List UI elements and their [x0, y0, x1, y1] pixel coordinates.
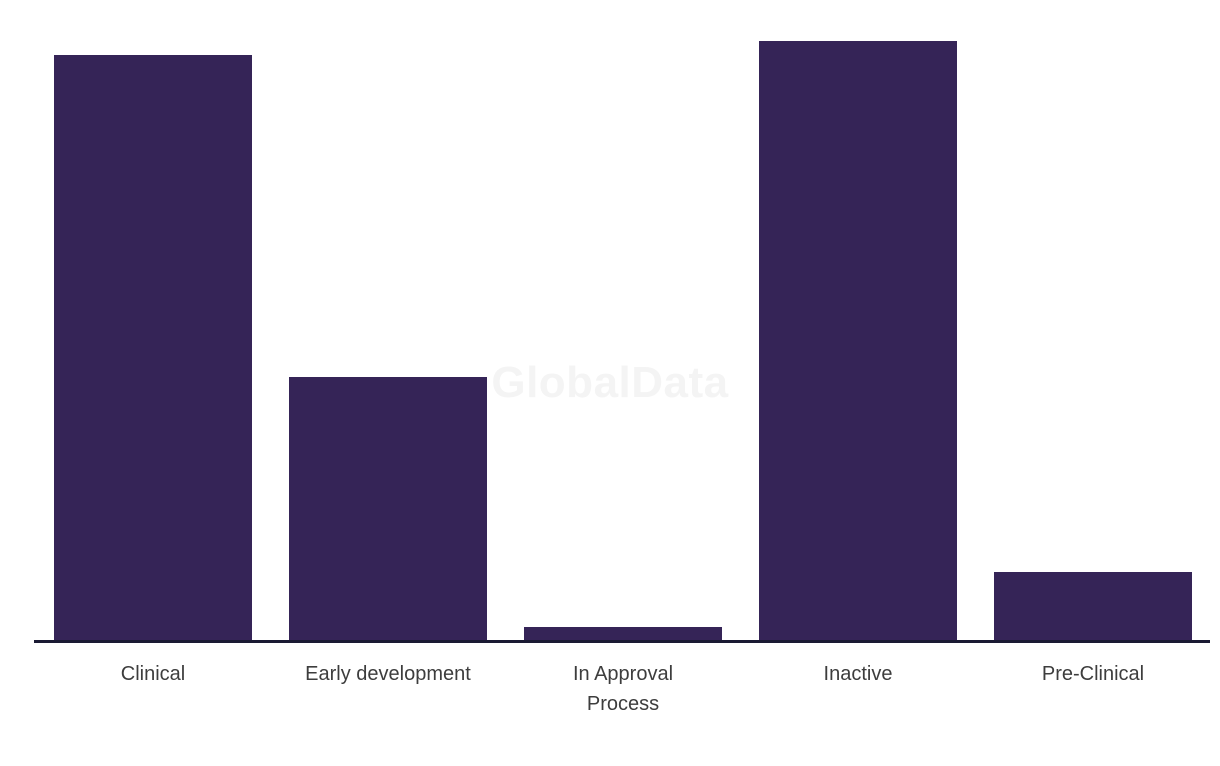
x-axis-label-clinical: Clinical: [120, 663, 186, 685]
x-axis-line: [34, 640, 1210, 643]
x-axis-label-early-development: Early development: [305, 663, 471, 685]
globaldata-watermark: GlobalData: [491, 358, 729, 407]
bar-early-development[interactable]: [289, 377, 487, 640]
bar-pre-clinical[interactable]: [994, 572, 1192, 640]
x-axis-label-in-approval-process: In Approval Process: [572, 663, 674, 715]
bar-clinical[interactable]: [54, 55, 252, 640]
bar-inactive[interactable]: [759, 41, 957, 640]
x-axis-label-inactive: Inactive: [823, 663, 893, 685]
bar-in-approval-process[interactable]: [524, 627, 722, 640]
x-axis-label-pre-clinical: Pre-Clinical: [1041, 663, 1145, 685]
